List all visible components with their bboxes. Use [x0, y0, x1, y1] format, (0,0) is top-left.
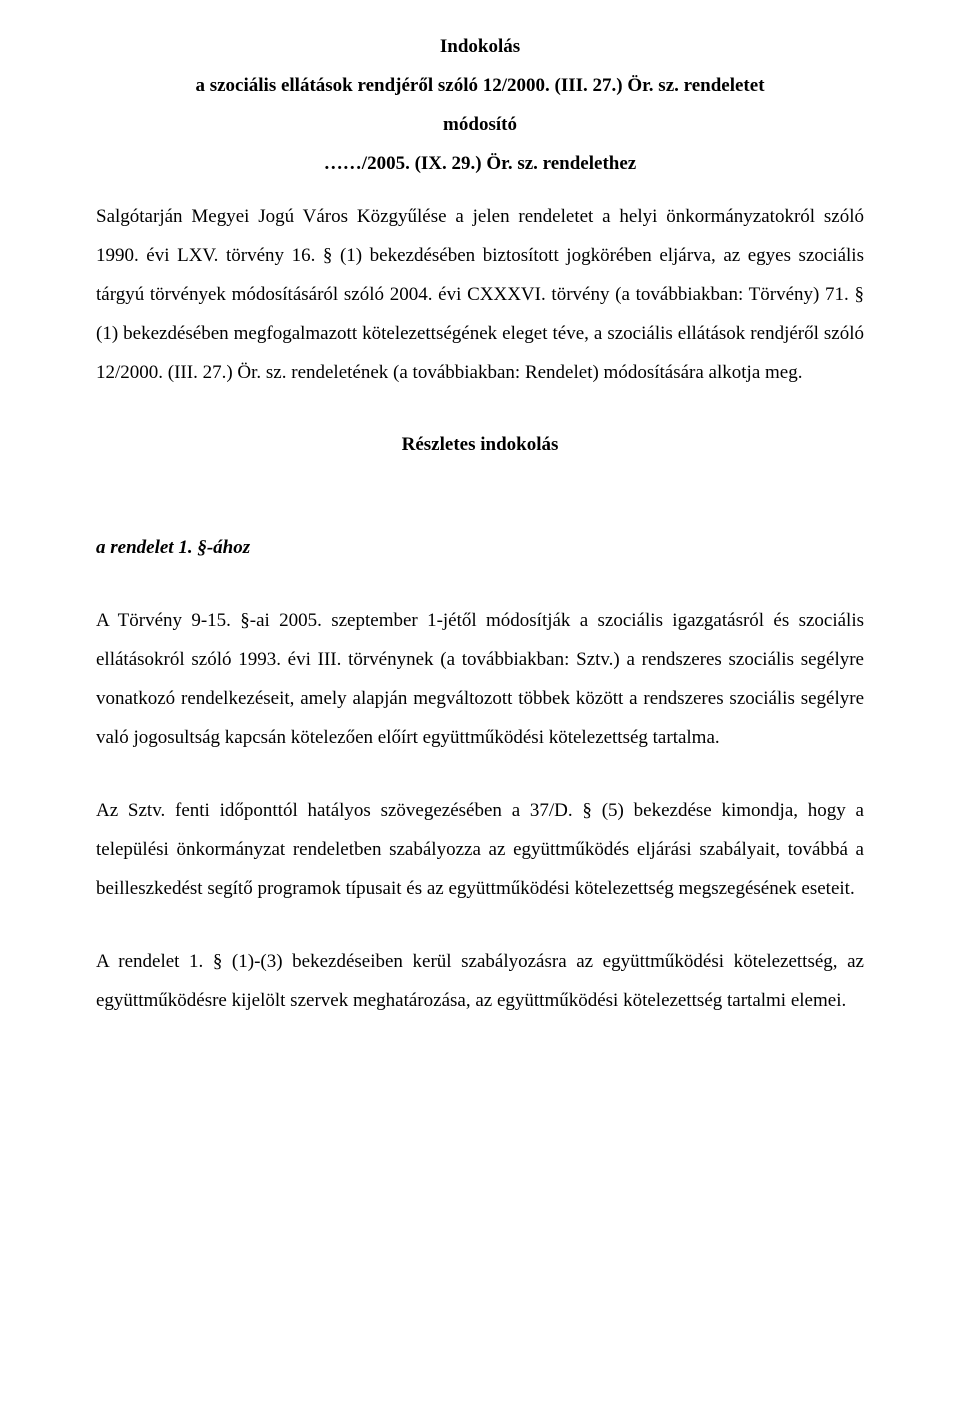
- section-heading: Részletes indokolás: [96, 426, 864, 465]
- intro-paragraph: Salgótarján Megyei Jogú Város Közgyűlése…: [96, 198, 864, 393]
- document-page: Indokolás a szociális ellátások rendjérő…: [0, 0, 960, 1061]
- paragraph-2: Az Sztv. fenti időponttól hatályos szöve…: [96, 792, 864, 909]
- title-line-1: Indokolás: [96, 28, 864, 67]
- title-line-4: ……/2005. (IX. 29.) Ör. sz. rendelethez: [96, 145, 864, 184]
- section-1-title: a rendelet 1. §-ához: [96, 529, 864, 568]
- title-line-2: a szociális ellátások rendjéről szóló 12…: [96, 67, 864, 106]
- paragraph-1: A Törvény 9-15. §-ai 2005. szeptember 1-…: [96, 602, 864, 758]
- title-line-3: módosító: [96, 106, 864, 145]
- paragraph-3: A rendelet 1. § (1)-(3) bekezdéseiben ke…: [96, 943, 864, 1021]
